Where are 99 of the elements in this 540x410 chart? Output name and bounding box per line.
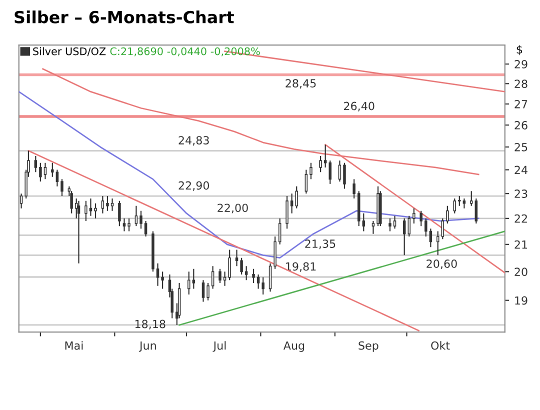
candlestick bbox=[188, 271, 190, 296]
y-tick-label: 28 bbox=[514, 80, 528, 88]
candlestick bbox=[338, 160, 342, 182]
candlestick bbox=[474, 198, 478, 224]
candlestick bbox=[470, 190, 473, 206]
candlestick bbox=[408, 215, 411, 238]
y-tick-label: 19 bbox=[515, 296, 528, 305]
candlestick bbox=[202, 280, 205, 302]
candlestick bbox=[295, 186, 298, 209]
candlestick bbox=[128, 218, 130, 232]
candlestick bbox=[44, 162, 47, 180]
candlestick bbox=[453, 198, 456, 214]
candlestick bbox=[290, 193, 294, 214]
candlestick bbox=[362, 212, 366, 232]
candlestick bbox=[122, 218, 126, 232]
candlestick bbox=[20, 193, 23, 209]
candlestick bbox=[286, 195, 288, 230]
candlestick bbox=[436, 230, 440, 256]
y-tick-label: 21 bbox=[514, 240, 528, 249]
candlestick bbox=[192, 268, 196, 290]
candlestick bbox=[235, 249, 238, 267]
candlestick bbox=[352, 178, 356, 200]
candlestick bbox=[140, 210, 142, 230]
candlestick bbox=[39, 162, 42, 182]
candlestick bbox=[218, 268, 222, 284]
candlestick bbox=[393, 215, 396, 230]
ref-line-label: 22,00 bbox=[218, 204, 248, 214]
x-tick-label: Aug bbox=[283, 341, 304, 352]
x-tick-label: Jun bbox=[138, 341, 156, 352]
ref-line-label: 20,60 bbox=[426, 260, 457, 270]
chart-title: Silber – 6-Monats-Chart bbox=[14, 10, 234, 24]
ref-line-label: 24,83 bbox=[178, 136, 209, 146]
candlestick bbox=[256, 274, 260, 290]
candlestick bbox=[240, 257, 243, 276]
candlestick bbox=[328, 160, 332, 184]
ref-line-label: 22,90 bbox=[178, 181, 210, 191]
candlestick bbox=[206, 282, 210, 301]
candlestick bbox=[268, 262, 272, 292]
candlestick bbox=[343, 162, 346, 190]
candlestick bbox=[310, 162, 312, 180]
candlestick bbox=[420, 210, 422, 227]
candlestick bbox=[458, 195, 461, 206]
candlestick bbox=[388, 218, 392, 232]
y-tick-label: 29 bbox=[514, 60, 528, 68]
ref-line-label: 28,45 bbox=[286, 79, 316, 89]
y-tick-label: 27 bbox=[514, 100, 528, 108]
candlestick bbox=[56, 169, 59, 187]
candlestick bbox=[228, 249, 231, 281]
ref-line-label: 21,35 bbox=[305, 240, 336, 250]
legend-label: Silver USD/OZ bbox=[33, 47, 106, 56]
y-tick-label: 22 bbox=[514, 214, 527, 223]
candlestick bbox=[462, 198, 466, 209]
ref-line-label: 18,18 bbox=[135, 320, 166, 330]
candlestick bbox=[106, 195, 109, 212]
candlestick bbox=[304, 169, 308, 194]
ref-line-label: 19,81 bbox=[286, 262, 316, 272]
candlestick bbox=[161, 271, 164, 290]
x-tick-label: Mai bbox=[65, 341, 83, 350]
candlestick bbox=[51, 162, 54, 178]
ref-line-label: 26,40 bbox=[344, 102, 374, 112]
candlestick bbox=[70, 190, 73, 214]
y-tick-label: 23 bbox=[514, 190, 528, 198]
candlestick bbox=[118, 200, 121, 227]
candlestick bbox=[424, 218, 428, 238]
candlestick bbox=[101, 195, 104, 214]
candlestick bbox=[223, 271, 226, 286]
annotation: C:21,8690 -0,0440 -0,2008% bbox=[110, 47, 260, 56]
y-tick-label: 20 bbox=[514, 268, 528, 276]
candlestick bbox=[429, 228, 432, 248]
y-tick-label: 25 bbox=[514, 142, 528, 152]
candlestick bbox=[372, 220, 375, 234]
candlestick bbox=[211, 266, 214, 290]
candlestick bbox=[446, 205, 449, 224]
candlestick bbox=[77, 200, 80, 264]
candlestick bbox=[402, 218, 406, 256]
candlestick bbox=[156, 262, 160, 286]
y-tick-label: 24 bbox=[514, 166, 528, 174]
line-series bbox=[18, 91, 480, 259]
candlestick bbox=[110, 198, 114, 212]
y-tick-label: 26 bbox=[514, 121, 528, 130]
candlestick bbox=[244, 266, 248, 281]
candlestick bbox=[252, 268, 255, 284]
candlestick bbox=[278, 218, 282, 245]
y-axis-title: $ bbox=[516, 45, 522, 56]
candlestick bbox=[262, 276, 264, 296]
candlestick bbox=[89, 198, 92, 216]
x-tick-label: Jul bbox=[212, 341, 226, 352]
candlestick bbox=[144, 220, 148, 238]
candlestick bbox=[94, 202, 97, 219]
candlestick bbox=[412, 208, 416, 224]
candlestick bbox=[84, 200, 88, 222]
candlestick bbox=[319, 155, 322, 173]
candlestick bbox=[324, 144, 327, 168]
candlestick bbox=[34, 155, 38, 173]
x-tick-label: Okt bbox=[431, 341, 450, 350]
candlestick bbox=[60, 178, 64, 197]
candlestick bbox=[441, 218, 444, 240]
x-tick-label: Sep bbox=[358, 341, 378, 352]
candlestick bbox=[134, 205, 138, 227]
